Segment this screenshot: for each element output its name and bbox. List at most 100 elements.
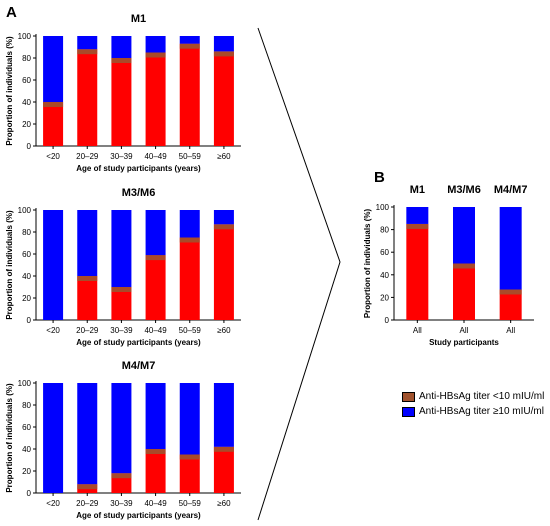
bar-segment-low-cap bbox=[145, 449, 166, 454]
y-axis-label: Proportion of individuals (%) bbox=[363, 209, 372, 319]
y-tick-label: 100 bbox=[376, 203, 390, 212]
y-tick-label: 20 bbox=[380, 293, 389, 302]
bar-segment-low bbox=[453, 263, 475, 320]
legend-swatch-low bbox=[402, 392, 415, 402]
bar-segment-low-cap bbox=[213, 224, 234, 230]
bar-segment-high bbox=[213, 36, 234, 52]
y-tick-label: 100 bbox=[18, 379, 32, 388]
column-title: M4/M7 bbox=[494, 184, 528, 196]
bar-segment-high bbox=[43, 383, 64, 493]
x-axis-label: Study participants bbox=[429, 338, 499, 347]
x-tick-label: 50–59 bbox=[179, 152, 202, 161]
chart-title: M4/M7 bbox=[122, 360, 156, 372]
bar-segment-high bbox=[145, 383, 166, 449]
y-tick-label: 60 bbox=[380, 248, 389, 257]
y-axis-label: Proportion of individuals (%) bbox=[5, 383, 14, 493]
chart-title: M1 bbox=[131, 13, 146, 25]
panel-letter-b: B bbox=[374, 169, 385, 186]
x-tick-label: ≥60 bbox=[217, 152, 231, 161]
bar-segment-low bbox=[406, 223, 429, 320]
x-tick-label: 30–39 bbox=[110, 326, 133, 335]
bar-segment-low bbox=[111, 58, 132, 146]
bar-segment-low-cap bbox=[406, 223, 429, 229]
bar-segment-low bbox=[499, 289, 522, 320]
y-tick-label: 20 bbox=[22, 294, 31, 303]
bar-segment-low-cap bbox=[145, 255, 166, 261]
bar-segment-low bbox=[213, 446, 234, 493]
bar-segment-high bbox=[179, 36, 200, 44]
x-tick-label: All bbox=[413, 326, 422, 335]
bar-segment-low-cap bbox=[77, 276, 98, 281]
x-tick-label: 40–49 bbox=[144, 326, 167, 335]
bar-segment-low bbox=[179, 454, 200, 493]
x-axis-label: Age of study participants (years) bbox=[76, 511, 201, 520]
y-tick-label: 80 bbox=[22, 228, 31, 237]
y-axis-label: Proportion of individuals (%) bbox=[5, 36, 14, 146]
column-title: M3/M6 bbox=[447, 184, 481, 196]
y-tick-label: 0 bbox=[27, 316, 32, 325]
bar-segment-low-cap bbox=[179, 454, 200, 460]
y-tick-label: 0 bbox=[385, 316, 390, 325]
x-tick-label: ≥60 bbox=[217, 499, 231, 508]
bar-segment-low-cap bbox=[111, 287, 132, 292]
legend-item-low: Anti-HBsAg titer <10 mIU/ml bbox=[402, 390, 544, 404]
bar-segment-low bbox=[213, 51, 234, 146]
x-tick-label: 30–39 bbox=[110, 499, 133, 508]
x-tick-label: <20 bbox=[46, 152, 60, 161]
x-tick-label: All bbox=[460, 326, 469, 335]
bar-segment-low bbox=[179, 43, 200, 147]
bar-segment-high bbox=[77, 36, 98, 50]
bar-segment-low bbox=[145, 52, 166, 146]
x-tick-label: All bbox=[506, 326, 515, 335]
x-tick-label: 50–59 bbox=[179, 326, 202, 335]
x-tick-label: 40–49 bbox=[144, 152, 167, 161]
bar-segment-low-cap bbox=[179, 43, 200, 49]
y-tick-label: 0 bbox=[27, 142, 32, 151]
bar-segment-high bbox=[213, 383, 234, 447]
y-tick-label: 40 bbox=[22, 272, 31, 281]
x-axis-label: Age of study participants (years) bbox=[76, 164, 201, 173]
bar-segment-high bbox=[145, 36, 166, 53]
x-axis-label: Age of study participants (years) bbox=[76, 338, 201, 347]
bar-segment-high bbox=[43, 210, 64, 320]
y-tick-label: 40 bbox=[22, 98, 31, 107]
bar-segment-low-cap bbox=[77, 484, 98, 490]
x-tick-label: 40–49 bbox=[144, 499, 167, 508]
chart-title: M3/M6 bbox=[122, 187, 156, 199]
y-axis-label: Proportion of individuals (%) bbox=[5, 210, 14, 320]
y-tick-label: 80 bbox=[22, 401, 31, 410]
bar-segment-high bbox=[145, 210, 166, 256]
bar-segment-low bbox=[111, 287, 132, 320]
bar-segment-low bbox=[77, 49, 98, 147]
y-tick-label: 0 bbox=[27, 489, 32, 498]
chart-all-participants: M1 M3/M6 M4/M7 0 20 40 60 80 100 All All All Study p… bbox=[363, 184, 534, 347]
panel-letter-a: A bbox=[6, 4, 17, 21]
bar-segment-high bbox=[213, 210, 234, 225]
chart-m3-m6: M3/M6 0 20 40 60 80 100 <20 20–29 30–39 40–49 50–59… bbox=[5, 187, 241, 347]
y-tick-label: 40 bbox=[380, 271, 389, 280]
x-tick-label: <20 bbox=[46, 326, 60, 335]
bar-segment-low-cap bbox=[111, 58, 132, 63]
y-tick-label: 60 bbox=[22, 423, 31, 432]
bar-segment-low bbox=[179, 237, 200, 320]
bar-segment-high bbox=[111, 383, 132, 474]
y-tick-label: 60 bbox=[22, 76, 31, 85]
legend-label-high: Anti-HBsAg titer ≥10 mIU/ml bbox=[419, 406, 544, 417]
legend: Anti-HBsAg titer <10 mIU/ml Anti-HBsAg t… bbox=[402, 390, 544, 420]
x-tick-label: <20 bbox=[46, 499, 60, 508]
bar-segment-high bbox=[453, 207, 475, 264]
y-tick-label: 20 bbox=[22, 120, 31, 129]
y-tick-label: 40 bbox=[22, 445, 31, 454]
legend-item-high: Anti-HBsAg titer ≥10 mIU/ml bbox=[402, 405, 544, 419]
chart-m1: M1 0 20 40 60 80 100 <20 20–29 30–39 40–49 50–59 ≥60… bbox=[5, 13, 241, 173]
bar-segment-low-cap bbox=[179, 237, 200, 243]
y-tick-label: 100 bbox=[18, 32, 32, 41]
legend-swatch-high bbox=[402, 407, 415, 417]
panel-connector-arrow bbox=[257, 27, 341, 521]
y-tick-label: 100 bbox=[18, 206, 32, 215]
x-tick-label: 50–59 bbox=[179, 499, 202, 508]
bar-segment-low bbox=[43, 102, 64, 146]
bar-segment-low-cap bbox=[499, 289, 522, 295]
bar-segment-low bbox=[145, 255, 166, 320]
x-tick-label: 30–39 bbox=[110, 152, 133, 161]
